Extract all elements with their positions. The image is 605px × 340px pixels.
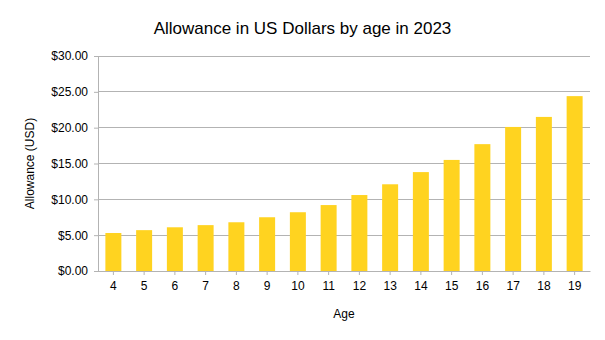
plot: $0.00 $5.00 $10.00 $15.00 $20.00 $25.00 $30.00… [51,49,590,292]
title: Allowance in US Dollars by age in 2023 [154,19,452,38]
tick-label: 13 [383,279,397,293]
tick: 18 [537,271,551,293]
tick: 9 [264,271,271,293]
tick-label: $25.00 [51,85,88,99]
tick-mark [267,271,268,275]
bar [505,127,521,271]
bar [321,205,337,271]
tick-mark [328,271,329,275]
tick: $30.00 [51,49,98,63]
grid-line [98,56,590,57]
tick: $0.00 [58,264,98,278]
axis-line [98,57,99,272]
tick-label: $5.00 [58,229,88,243]
tick: $5.00 [58,229,98,243]
tick-mark [390,271,391,275]
bar [167,227,183,271]
tick-mark [94,271,98,272]
tick: 11 [322,271,335,293]
tick: $15.00 [51,157,98,171]
tick-mark [420,271,421,275]
tick-label: 17 [506,279,520,293]
tick: 10 [291,271,305,293]
tick-label: $0.00 [58,264,88,278]
tick-label: 5 [141,279,148,293]
bar [444,160,460,271]
grid [98,56,590,271]
tick-label: 4 [110,279,117,293]
tick-label: $20.00 [51,121,88,135]
tick-label: 15 [445,279,459,293]
tick-mark [297,271,298,275]
tick-label: 11 [322,279,335,293]
tick-mark [513,271,514,275]
tick: 7 [202,271,209,293]
tick-mark [236,271,237,275]
tick-label: 6 [172,279,179,293]
tick-label: 12 [353,279,367,293]
tick: $20.00 [51,121,98,135]
bar [536,117,552,271]
tick-label: 9 [264,279,271,293]
tick-label: 8 [233,279,240,293]
tick-mark [94,92,98,93]
tick: 6 [172,271,179,293]
tick-label: 10 [291,279,305,293]
bar [228,222,244,271]
tick: 12 [353,271,367,293]
tick-mark [543,271,544,275]
tick-mark [451,271,452,275]
bar [474,144,490,271]
tick-mark [94,199,98,200]
tick: 17 [506,271,520,293]
bar [567,96,583,271]
grid-line [98,91,590,92]
tick-mark [205,271,206,275]
bar [105,233,121,271]
tick-label: $10.00 [51,193,88,207]
tick: 14 [414,271,428,293]
bar [290,212,306,271]
bar [382,184,398,271]
tick-mark [482,271,483,275]
bar [136,230,152,271]
tick-label: 7 [202,279,209,293]
tick-label: $15.00 [51,157,88,171]
tick-mark [359,271,360,275]
tick: 4 [110,271,117,293]
x-axis: 4 5 6 7 8 9 10 11 12 13 14 15 16 17 18 19 [99,271,591,293]
tick: 13 [383,271,397,293]
tick-label: $30.00 [51,49,88,63]
tick: 15 [445,271,459,293]
chart: $0.00 $5.00 $10.00 $15.00 $20.00 $25.00 $30.00… [0,0,605,340]
tick-mark [94,164,98,165]
bar [351,195,367,271]
tick: $10.00 [51,193,98,207]
tick-mark [94,235,98,236]
tick: 5 [141,271,148,293]
tick-mark [574,271,575,275]
tick: 19 [568,271,582,293]
tick-label: 18 [537,279,551,293]
tick-mark [144,271,145,275]
bar [259,217,275,271]
axis-line [99,271,591,272]
tick-mark [94,56,98,57]
tick-label: 19 [568,279,582,293]
tick-mark [113,271,114,275]
bars [105,96,582,271]
tick-mark [174,271,175,275]
bar [413,172,429,271]
tick-label: 14 [414,279,428,293]
y-axis: $0.00 $5.00 $10.00 $15.00 $20.00 $25.00 $30.00 [51,49,98,278]
x-axis-title: Age [333,307,355,321]
tick: $25.00 [51,85,98,99]
tick: 16 [476,271,490,293]
tick-mark [94,128,98,129]
bar [198,225,214,271]
tick-label: 16 [476,279,490,293]
tick: 8 [233,271,240,293]
y-axis-title: Allowance (USD) [23,118,37,209]
